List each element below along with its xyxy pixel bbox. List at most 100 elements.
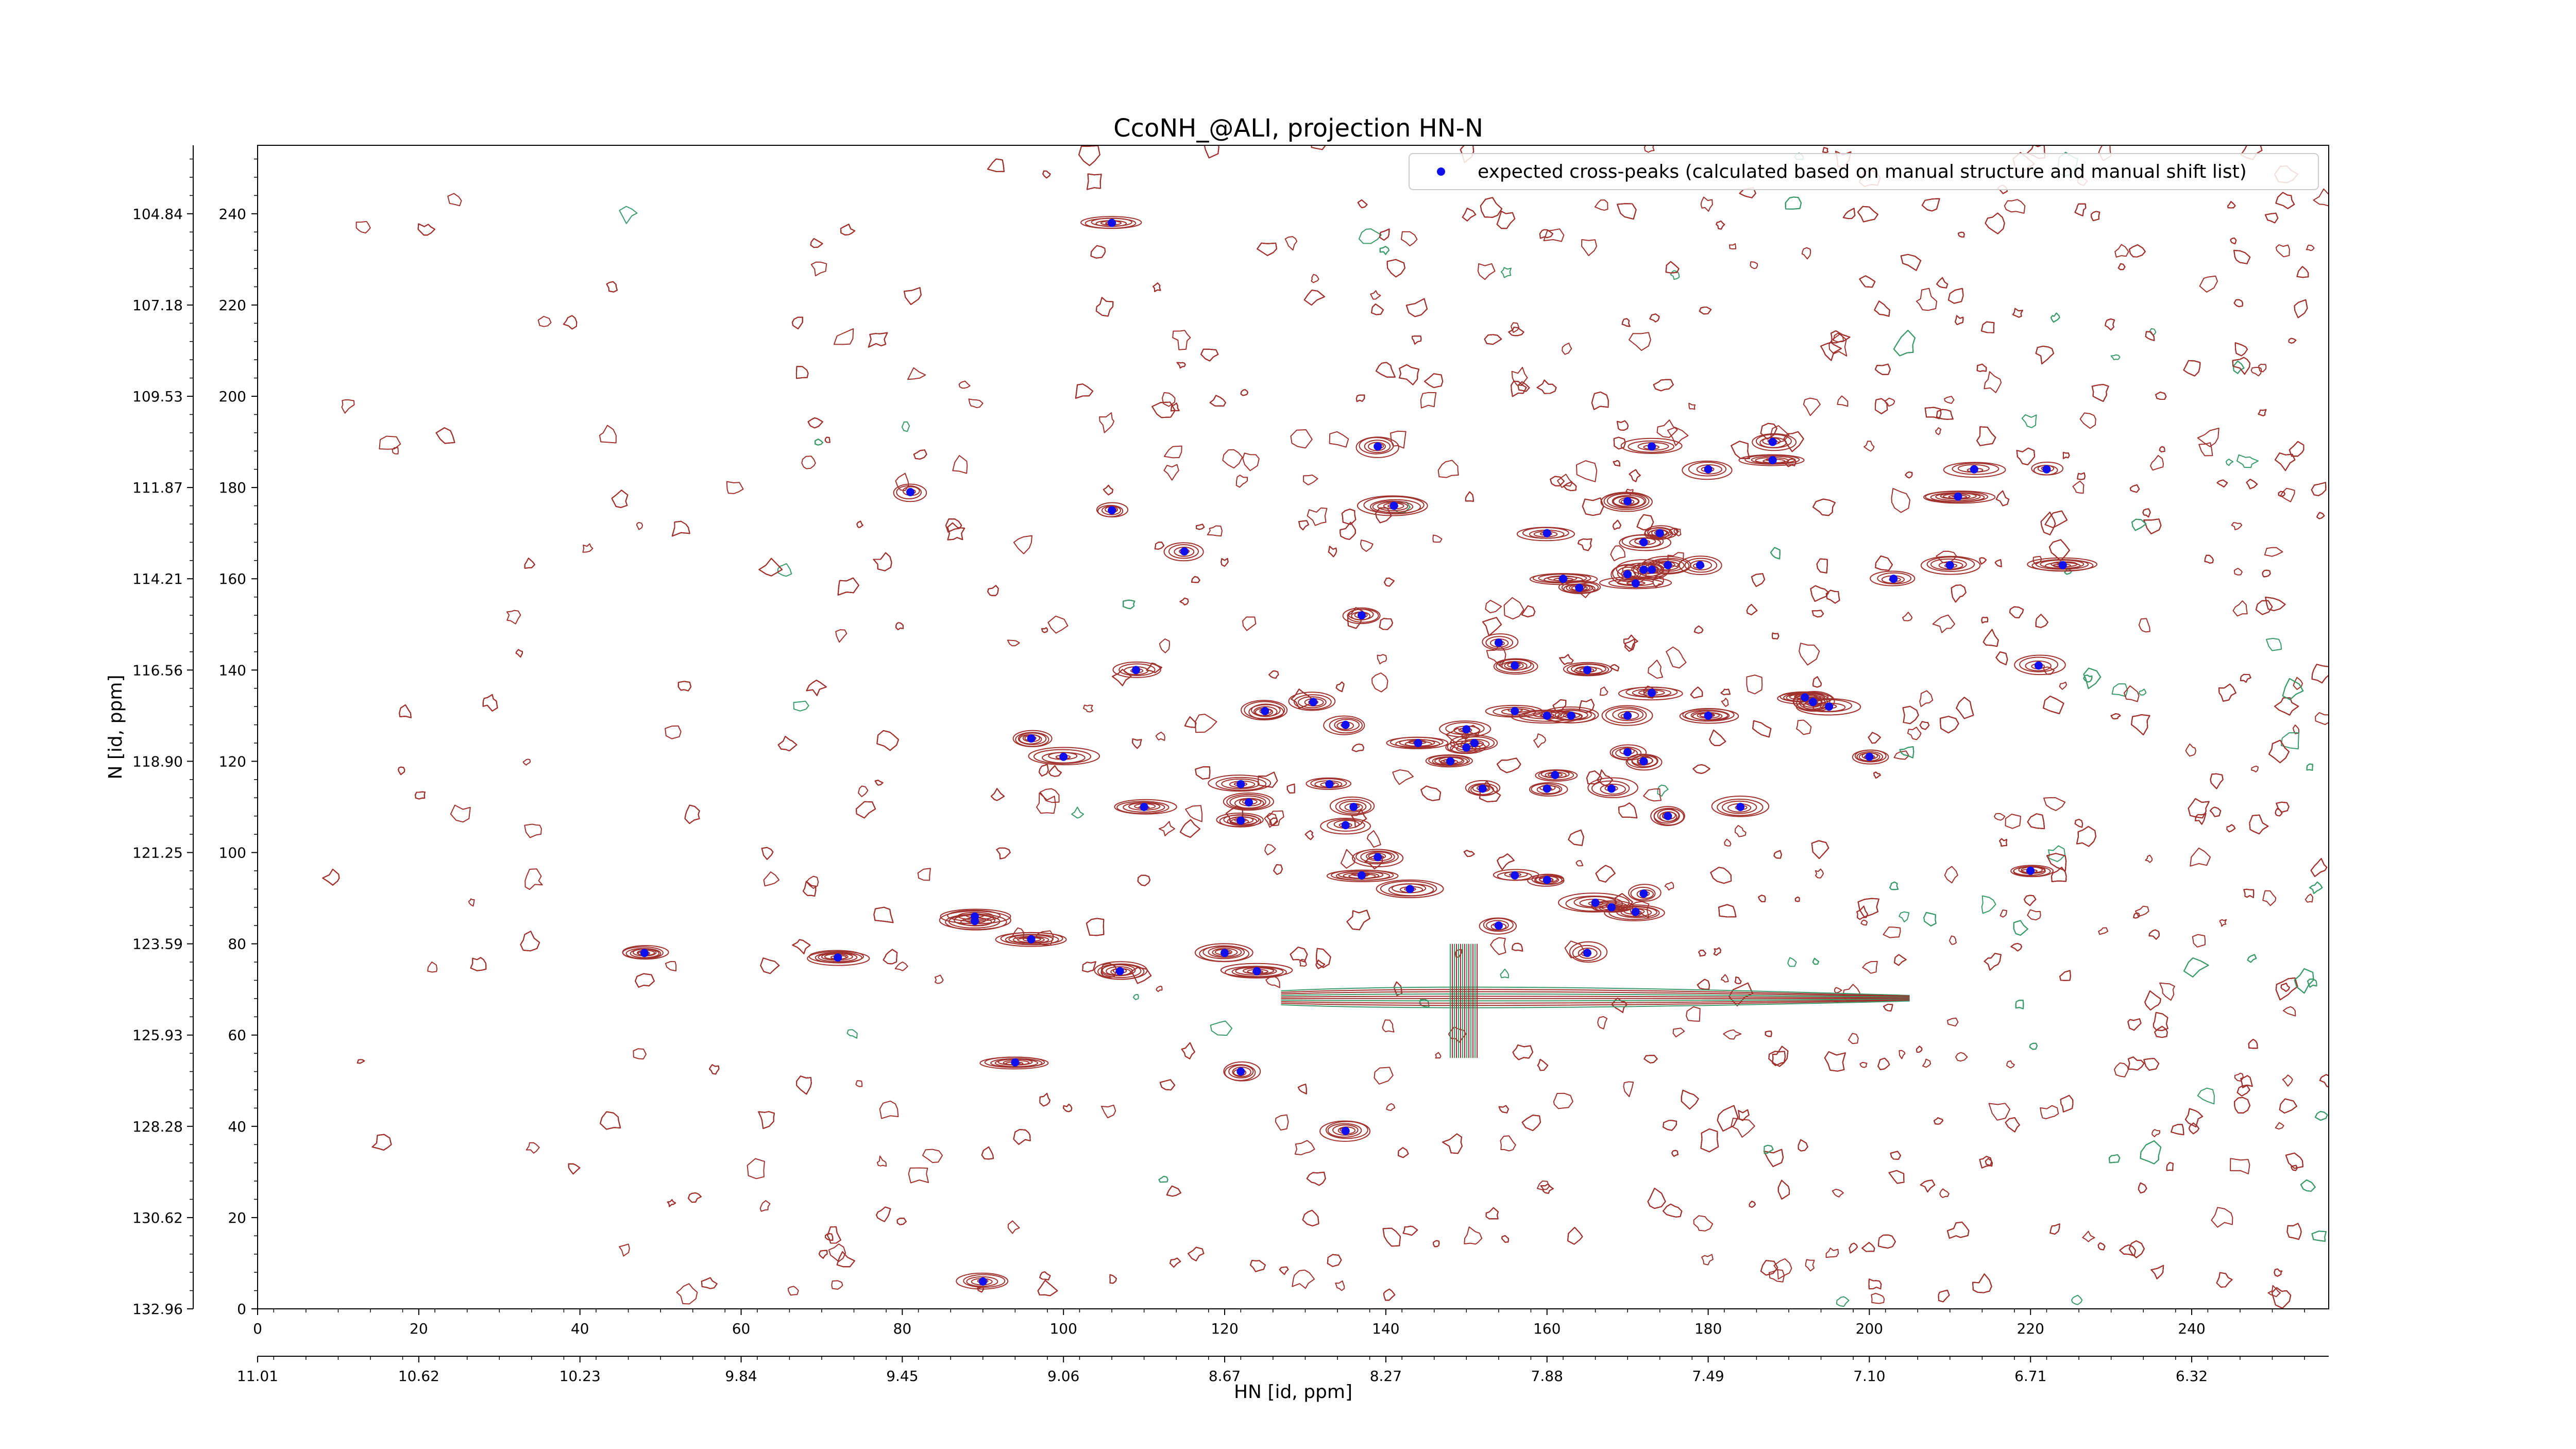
peak-contour xyxy=(1225,966,1287,979)
peak-contour xyxy=(1363,496,1425,514)
contour-line xyxy=(2006,1060,2015,1069)
contour-line xyxy=(1485,600,1502,614)
contour-line xyxy=(1591,391,1609,410)
x-axis-label: HN [id, ppm] xyxy=(1234,1381,1352,1403)
cross-peak-marker xyxy=(1825,702,1834,711)
contour-line xyxy=(1934,1117,1944,1125)
contour-line xyxy=(856,801,876,819)
contour-line xyxy=(2211,1207,2233,1228)
peak-contour xyxy=(1241,700,1288,720)
contour-line xyxy=(1760,423,1777,440)
contour-line xyxy=(1763,1149,1784,1167)
contour-line xyxy=(1671,1150,1679,1157)
contour-line xyxy=(1663,1203,1683,1218)
y2-tick-label: 114.21 xyxy=(132,570,183,587)
contour-line xyxy=(2148,929,2160,940)
contour-line xyxy=(1877,1057,1890,1070)
contour-line xyxy=(2005,1117,2020,1133)
contour-line xyxy=(2051,867,2067,882)
y-tick-label: 180 xyxy=(219,479,246,496)
x-tick-label: 140 xyxy=(1372,1320,1399,1337)
contour-line xyxy=(879,1100,899,1119)
peak-contour xyxy=(966,1276,998,1287)
peak-contour xyxy=(956,1272,1009,1290)
contour-line xyxy=(1893,330,1916,357)
contour-line xyxy=(2216,1272,2233,1288)
x-tick-label: 0 xyxy=(253,1320,262,1337)
contour-line xyxy=(563,315,578,330)
contour-line xyxy=(1772,632,1780,639)
contour-line xyxy=(1383,1288,1396,1301)
cross-peak-marker xyxy=(1478,784,1487,793)
cross-peak-marker xyxy=(1470,739,1479,747)
contour-line xyxy=(1785,196,1802,210)
y-tick-label: 140 xyxy=(219,662,246,679)
contour-line xyxy=(537,316,552,327)
contour-line xyxy=(2110,354,2121,361)
cross-peak-marker xyxy=(1374,442,1382,451)
contour-line xyxy=(1907,727,1922,740)
contour-line xyxy=(2143,1058,2160,1071)
contour-line xyxy=(1984,371,2002,393)
contour-line xyxy=(2233,249,2251,264)
contour-line xyxy=(2236,1084,2250,1097)
contour-line xyxy=(582,543,594,553)
contour-line xyxy=(894,962,908,971)
contour-line xyxy=(1553,1092,1573,1109)
contour-line xyxy=(600,1111,621,1130)
ridge-contour xyxy=(1281,1000,1910,1006)
contour-line xyxy=(1773,850,1782,859)
ridge-contour xyxy=(1281,991,1910,998)
contour-line xyxy=(1888,1170,1905,1184)
contour-line xyxy=(1617,203,1637,220)
contour-line xyxy=(1543,228,1565,242)
contour-line xyxy=(1567,1226,1583,1245)
contour-line xyxy=(1758,895,1766,902)
contour-line xyxy=(1738,1109,1750,1121)
contour-line xyxy=(1647,1188,1666,1209)
contour-line xyxy=(1663,1120,1677,1131)
peak-contour xyxy=(1605,706,1647,723)
contour-line xyxy=(1796,719,1812,735)
contour-line xyxy=(1153,282,1161,292)
contour-line xyxy=(2262,569,2271,578)
contour-line xyxy=(1868,1278,1882,1290)
contour-line xyxy=(1700,1128,1719,1153)
contour-line xyxy=(1303,474,1318,485)
cross-peak-marker xyxy=(1341,1126,1350,1135)
contour-line xyxy=(2150,1265,2164,1279)
contour-line xyxy=(524,868,543,890)
contour-line xyxy=(2276,801,2290,813)
contour-line xyxy=(1486,645,1506,667)
contour-line xyxy=(1294,1140,1315,1155)
cross-peak-marker xyxy=(1623,497,1632,506)
contour-layer xyxy=(322,145,2329,1309)
contour-line xyxy=(827,1226,841,1244)
peak-contour xyxy=(1612,708,1644,721)
contour-line xyxy=(1377,654,1387,665)
peak-contour xyxy=(1096,502,1129,518)
contour-line xyxy=(763,871,780,887)
contour-line xyxy=(1890,1151,1902,1160)
cross-peak-marker xyxy=(640,949,649,957)
contour-line xyxy=(1036,793,1056,814)
contour-line xyxy=(635,973,655,988)
contour-line xyxy=(1007,1220,1020,1234)
contour-line xyxy=(1482,617,1502,636)
cross-peak-marker xyxy=(1462,743,1471,752)
contour-line xyxy=(684,804,700,824)
peak-contour xyxy=(1558,892,1630,913)
peak-contour xyxy=(1572,945,1602,962)
peak-contour xyxy=(1717,799,1764,816)
contour-line xyxy=(1196,524,1205,530)
cross-peak-marker xyxy=(1591,898,1600,907)
contour-line xyxy=(824,436,831,443)
contour-line xyxy=(1007,639,1020,647)
contour-line xyxy=(1883,1003,1893,1012)
peak-contour xyxy=(1386,736,1449,749)
contour-line xyxy=(2040,512,2056,535)
contour-line xyxy=(1497,757,1521,773)
contour-line xyxy=(2296,266,2309,278)
x2-tick-label: 7.88 xyxy=(1531,1368,1563,1385)
peak-contour xyxy=(995,932,1067,947)
